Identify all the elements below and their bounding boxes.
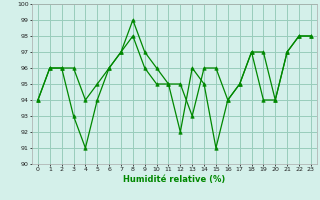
X-axis label: Humidité relative (%): Humidité relative (%) <box>123 175 226 184</box>
